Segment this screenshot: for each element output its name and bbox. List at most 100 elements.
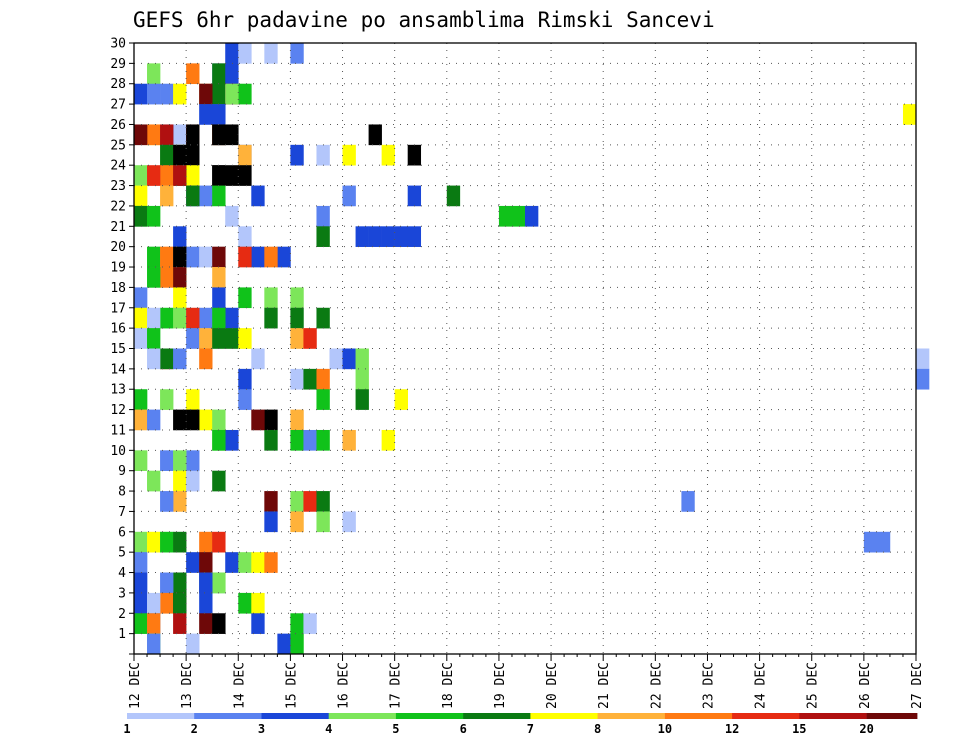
heatmap-cell [316, 226, 330, 247]
heatmap-cell [212, 287, 226, 309]
heatmap-cell [212, 328, 226, 349]
heatmap-cell [173, 409, 187, 431]
heatmap-cell [238, 226, 252, 247]
y-tick-label: 13 [110, 383, 126, 398]
heatmap-cell [134, 124, 148, 146]
colorbar-label: 15 [792, 722, 806, 736]
heatmap-cell [407, 185, 422, 207]
heatmap-cell [303, 491, 317, 512]
heatmap-cell [147, 613, 161, 634]
heatmap-cell [277, 633, 291, 655]
heatmap-cell [212, 572, 226, 594]
heatmap-cell [225, 124, 239, 146]
x-tick-label: 14 DEC [232, 662, 247, 709]
heatmap-cell [160, 185, 174, 207]
heatmap-cell [290, 633, 304, 655]
heatmap-cell [342, 511, 356, 533]
colorbar-swatch [463, 713, 531, 719]
heatmap-cell [238, 287, 252, 309]
y-axis: 1234567891011121314151617181920212223242… [110, 37, 134, 655]
heatmap-cell [160, 307, 174, 329]
chart-title: GEFS 6hr padavine po ansamblima Rimski S… [133, 8, 715, 32]
colorbar-swatch [530, 713, 598, 719]
heatmap-cell [225, 63, 239, 85]
heatmap-cell [212, 246, 226, 268]
heatmap-cell [290, 429, 304, 451]
heatmap-cell [264, 307, 278, 329]
heatmap-cell [147, 592, 161, 614]
heatmap-cell [186, 552, 200, 573]
heatmap-cell [316, 389, 330, 410]
colorbar-swatch [395, 713, 464, 719]
heatmap-cell [134, 409, 148, 431]
heatmap-cell [316, 429, 330, 451]
heatmap-cell [511, 205, 526, 227]
colorbar-label: 5 [392, 722, 399, 736]
heatmap-cell [212, 124, 226, 146]
colorbar-label: 3 [258, 722, 265, 736]
heatmap-cell [264, 491, 278, 512]
colorbar-swatch [597, 713, 666, 719]
colorbar-swatch [127, 713, 195, 719]
heatmap-cell [212, 470, 226, 492]
heatmap-cell [264, 43, 278, 64]
heatmap-cells [134, 43, 930, 655]
x-tick-label: 20 DEC [545, 662, 560, 709]
heatmap-cell [381, 226, 395, 247]
heatmap-cell [238, 552, 252, 573]
heatmap-cell [498, 205, 513, 227]
heatmap-cell [147, 348, 161, 370]
heatmap-cell [212, 63, 226, 85]
heatmap-cell [251, 592, 265, 614]
x-tick-label: 12 DEC [128, 662, 143, 709]
x-axis: 12 DEC 13 DEC 14 DEC 15 DEC 16 DEC 17 DEC 18 D… [128, 654, 925, 709]
x-tick-label: 19 DEC [493, 662, 508, 709]
y-tick-label: 6 [118, 525, 126, 540]
heatmap-cell [290, 287, 304, 309]
y-tick-label: 20 [110, 240, 126, 255]
heatmap-cell [186, 144, 200, 166]
heatmap-cell [134, 287, 148, 309]
heatmap-cell [199, 348, 213, 370]
heatmap-cell [134, 592, 148, 614]
heatmap-cell [238, 592, 252, 614]
heatmap-cell [381, 144, 395, 166]
x-tick-label: 24 DEC [754, 662, 769, 709]
heatmap-cell [290, 511, 304, 533]
heatmap-cell [342, 429, 356, 451]
heatmap-cell [225, 165, 239, 186]
y-tick-label: 11 [110, 424, 126, 439]
heatmap-cell [355, 226, 369, 247]
heatmap-cell [368, 124, 382, 146]
x-tick-label: 23 DEC [702, 662, 717, 709]
heatmap-cell [225, 43, 239, 64]
heatmap-cell [173, 124, 187, 146]
heatmap-cell [173, 613, 187, 634]
heatmap-cell [186, 409, 200, 431]
heatmap-cell [525, 205, 539, 227]
heatmap-cell [238, 83, 252, 105]
heatmap-cell [199, 613, 213, 634]
heatmap-cell [186, 124, 200, 146]
heatmap-cell [134, 572, 148, 594]
y-tick-label: 12 [110, 403, 126, 418]
heatmap-cell [186, 63, 200, 85]
heatmap-cell [303, 429, 317, 451]
heatmap-cell [238, 328, 252, 349]
heatmap-cell [212, 83, 226, 105]
heatmap-cell [134, 389, 148, 410]
heatmap-cell [186, 185, 200, 207]
heatmap-cell [290, 144, 304, 166]
colorbar-label: 6 [460, 722, 467, 736]
y-tick-label: 16 [110, 322, 126, 337]
heatmap-cell [173, 531, 187, 553]
heatmap-cell [160, 348, 174, 370]
heatmap-cell [264, 511, 278, 533]
heatmap-cell [212, 307, 226, 329]
y-tick-label: 4 [118, 566, 126, 581]
heatmap-cell [394, 389, 408, 410]
heatmap-cell [173, 144, 187, 166]
heatmap-cell [134, 552, 148, 573]
heatmap-cell [329, 348, 343, 370]
heatmap-cell [186, 633, 200, 655]
